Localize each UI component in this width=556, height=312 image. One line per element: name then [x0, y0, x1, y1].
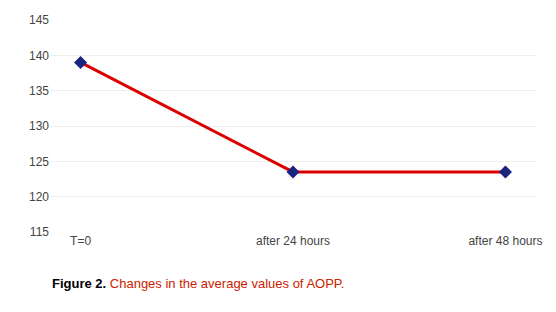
svg-text:Figure 2. Changes in the avera: Figure 2. Changes in the average values … — [52, 276, 344, 291]
svg-text:120: 120 — [29, 190, 49, 204]
svg-text:125: 125 — [29, 155, 49, 169]
svg-text:135: 135 — [29, 84, 49, 98]
svg-text:after 24 hours: after 24 hours — [256, 234, 330, 248]
svg-text:130: 130 — [29, 119, 49, 133]
svg-text:115: 115 — [30, 225, 49, 239]
svg-text:145: 145 — [29, 13, 49, 27]
svg-text:T=0: T=0 — [70, 234, 91, 248]
svg-text:after 48 hours: after 48 hours — [468, 234, 542, 248]
svg-text:140: 140 — [29, 49, 49, 63]
